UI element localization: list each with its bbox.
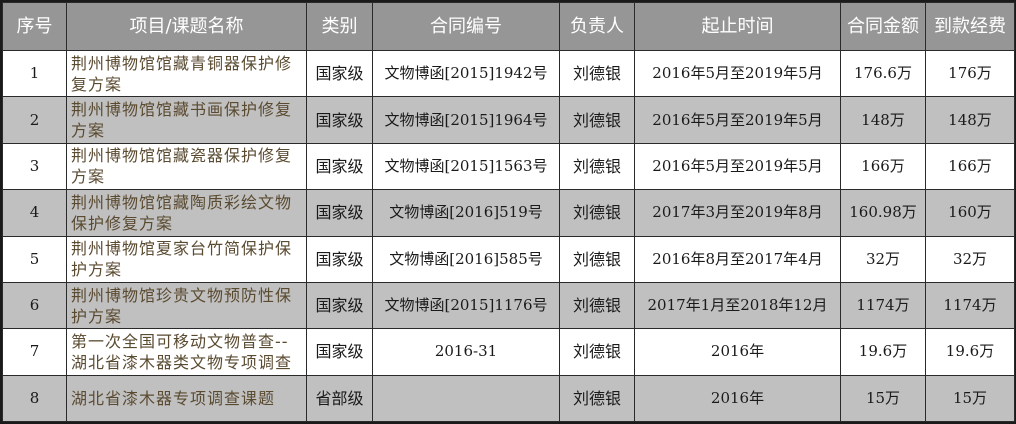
cell-person: 刘德银 — [559, 142, 635, 191]
header-row: 序号 项目/课题名称 类别 合同编号 负责人 起止时间 合同金额 到款经费 — [2, 2, 1015, 51]
cell-amount: 19.6万 — [840, 328, 926, 376]
cell-person: 刘德银 — [559, 374, 635, 423]
header-received: 到款经费 — [925, 2, 1015, 51]
cell-person: 刘德银 — [559, 235, 635, 283]
cell-contract: 文物博函[2016]519号 — [372, 189, 560, 237]
cell-amount: 166万 — [840, 142, 926, 191]
cell-category: 省部级 — [306, 374, 373, 423]
cell-no: 8 — [2, 374, 67, 423]
cell-amount: 160.98万 — [840, 189, 926, 237]
header-amount: 合同金额 — [840, 2, 926, 51]
cell-period: 2016年8月至2017年4月 — [634, 235, 841, 283]
header-period: 起止时间 — [634, 2, 841, 51]
cell-contract: 文物博函[2015]1964号 — [372, 96, 560, 144]
cell-name: 荆州博物馆馆藏书画保护修复方案 — [66, 96, 307, 144]
cell-category: 国家级 — [306, 189, 373, 237]
header-person: 负责人 — [559, 2, 635, 51]
cell-no: 2 — [2, 96, 67, 144]
cell-contract: 文物博函[2015]1942号 — [372, 49, 560, 98]
cell-period: 2016年5月至2019年5月 — [634, 142, 841, 191]
cell-category: 国家级 — [306, 281, 373, 330]
table-row: 7 第一次全国可移动文物普查--湖北省漆木器类文物专项调查 国家级 2016-31 刘德… — [2, 328, 1015, 376]
cell-name: 荆州博物馆夏家台竹简保护保护方案 — [66, 235, 307, 283]
cell-person: 刘德银 — [559, 49, 635, 98]
cell-no: 6 — [2, 281, 67, 330]
cell-received: 176万 — [925, 49, 1015, 98]
cell-amount: 1174万 — [840, 281, 926, 330]
cell-period: 2017年3月至2019年8月 — [634, 189, 841, 237]
cell-amount: 32万 — [840, 235, 926, 283]
cell-contract: 文物博函[2015]1563号 — [372, 142, 560, 191]
table-row: 4 荆州博物馆馆藏陶质彩绘文物保护修复方案 国家级 文物博函[2016]519号 刘德银… — [2, 189, 1015, 237]
cell-contract — [372, 374, 560, 423]
cell-no: 1 — [2, 49, 67, 98]
cell-category: 国家级 — [306, 235, 373, 283]
cell-period: 2016年 — [634, 374, 841, 423]
cell-contract: 文物博函[2016]585号 — [372, 235, 560, 283]
cell-period: 2017年1月至2018年12月 — [634, 281, 841, 330]
cell-received: 19.6万 — [925, 328, 1015, 376]
header-no: 序号 — [2, 2, 67, 51]
cell-contract: 2016-31 — [372, 328, 560, 376]
table-row: 3 荆州博物馆馆藏瓷器保护修复方案 国家级 文物博函[2015]1563号 刘德银 201… — [2, 142, 1015, 191]
table-row: 5 荆州博物馆夏家台竹简保护保护方案 国家级 文物博函[2016]585号 刘德银 201… — [2, 235, 1015, 283]
cell-received: 148万 — [925, 96, 1015, 144]
cell-received: 32万 — [925, 235, 1015, 283]
table-row: 8 湖北省漆木器专项调查课题 省部级 刘德银 2016年 15万 15万 — [2, 374, 1015, 423]
cell-period: 2016年5月至2019年5月 — [634, 49, 841, 98]
cell-no: 4 — [2, 189, 67, 237]
cell-period: 2016年 — [634, 328, 841, 376]
cell-no: 7 — [2, 328, 67, 376]
cell-name: 荆州博物馆馆藏瓷器保护修复方案 — [66, 142, 307, 191]
table-row: 6 荆州博物馆珍贵文物预防性保护方案 国家级 文物博函[2015]1176号 刘德银 20… — [2, 281, 1015, 330]
cell-name: 荆州博物馆馆藏陶质彩绘文物保护修复方案 — [66, 189, 307, 237]
cell-name: 荆州博物馆馆藏青铜器保护修复方案 — [66, 49, 307, 98]
cell-received: 15万 — [925, 374, 1015, 423]
cell-period: 2016年5月至2019年5月 — [634, 96, 841, 144]
cell-person: 刘德银 — [559, 281, 635, 330]
cell-category: 国家级 — [306, 96, 373, 144]
cell-person: 刘德银 — [559, 189, 635, 237]
cell-received: 1174万 — [925, 281, 1015, 330]
cell-name: 荆州博物馆珍贵文物预防性保护方案 — [66, 281, 307, 330]
table-row: 1 荆州博物馆馆藏青铜器保护修复方案 国家级 文物博函[2015]1942号 刘德银 20… — [2, 49, 1015, 98]
cell-contract: 文物博函[2015]1176号 — [372, 281, 560, 330]
cell-received: 160万 — [925, 189, 1015, 237]
cell-no: 3 — [2, 142, 67, 191]
cell-person: 刘德银 — [559, 328, 635, 376]
header-contract: 合同编号 — [372, 2, 560, 51]
table-row: 2 荆州博物馆馆藏书画保护修复方案 国家级 文物博函[2015]1964号 刘德银 201… — [2, 96, 1015, 144]
cell-no: 5 — [2, 235, 67, 283]
cell-category: 国家级 — [306, 49, 373, 98]
cell-name: 湖北省漆木器专项调查课题 — [66, 374, 307, 423]
cell-amount: 15万 — [840, 374, 926, 423]
cell-received: 166万 — [925, 142, 1015, 191]
cell-category: 国家级 — [306, 328, 373, 376]
header-name: 项目/课题名称 — [66, 2, 307, 51]
cell-person: 刘德银 — [559, 96, 635, 144]
table-body: 1 荆州博物馆馆藏青铜器保护修复方案 国家级 文物博函[2015]1942号 刘德银 20… — [2, 49, 1015, 423]
cell-amount: 148万 — [840, 96, 926, 144]
cell-amount: 176.6万 — [840, 49, 926, 98]
cell-category: 国家级 — [306, 142, 373, 191]
header-category: 类别 — [306, 2, 373, 51]
cell-name: 第一次全国可移动文物普查--湖北省漆木器类文物专项调查 — [66, 328, 307, 376]
